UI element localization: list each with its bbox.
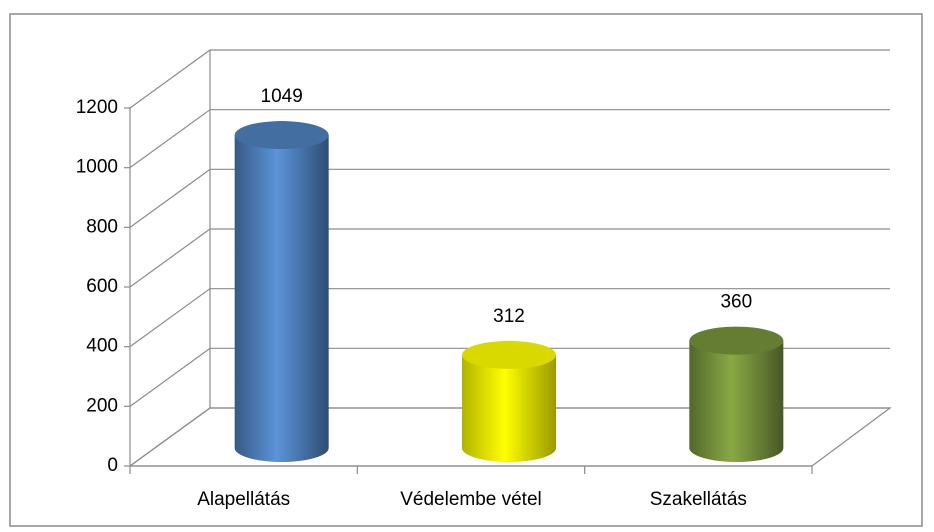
grid-line: [129, 109, 890, 169]
y-tick-label: 800: [86, 216, 118, 237]
x-tick-label: Védelembe vétel: [400, 489, 542, 510]
cylinder: [234, 121, 329, 462]
y-tick-label: 400: [86, 336, 118, 357]
y-tick-label: 1000: [76, 157, 118, 178]
grid-line: [129, 347, 890, 407]
cylinder-body: [234, 135, 329, 462]
cylinder-body: [689, 340, 784, 462]
data-label: 1049: [261, 86, 303, 107]
cylinder: [689, 326, 784, 462]
grid-line: [129, 168, 890, 228]
x-tick-label: Alapellátás: [197, 489, 290, 510]
x-tick-label: Szakellátás: [650, 489, 747, 510]
y-tick-label: 1200: [76, 97, 118, 118]
y-tick-label: 200: [86, 395, 118, 416]
data-label: 312: [493, 306, 525, 327]
grid-line: [129, 228, 890, 288]
grid-line: [129, 49, 890, 109]
cylinder: [462, 340, 556, 462]
cylinder-top: [462, 340, 556, 369]
cylinder-body: [462, 354, 556, 462]
cylinder-top: [689, 326, 784, 355]
cylinder-top: [234, 121, 329, 150]
data-label: 360: [720, 292, 752, 313]
grid-line: [129, 407, 890, 467]
y-tick-label: 0: [107, 455, 118, 476]
y-tick-label: 600: [86, 276, 118, 297]
grid-line: [129, 288, 890, 348]
